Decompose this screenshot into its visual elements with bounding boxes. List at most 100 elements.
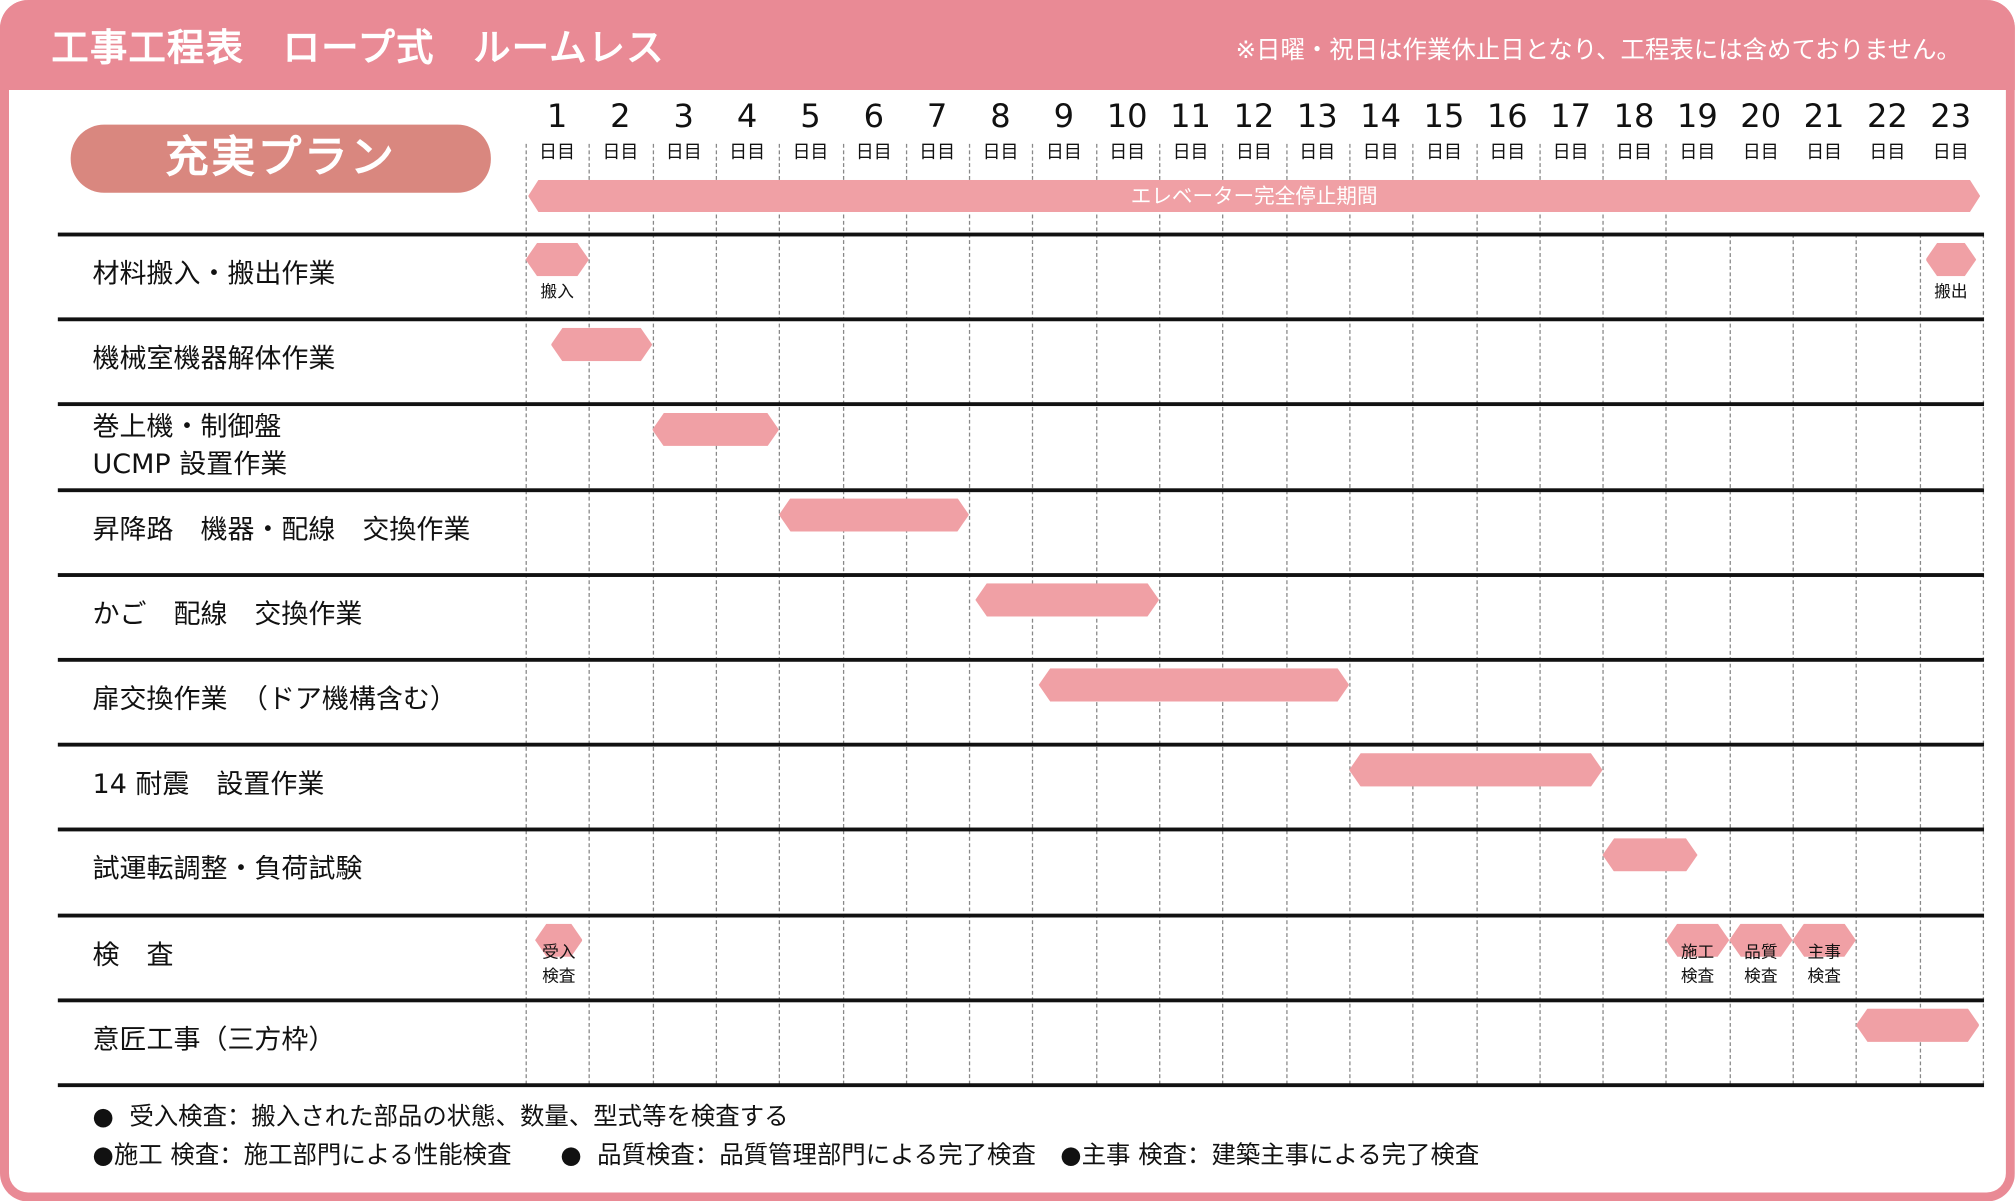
task-bar (551, 328, 652, 361)
task-bar-label: 主事 検査 (1807, 942, 1841, 987)
footnote-1: ● 受入検査：搬入された部品の状態、数量、型式等を検査する (92, 1102, 789, 1131)
day-unit: 日目 (1045, 142, 1082, 164)
day-number: 17 (1550, 97, 1592, 135)
task-bar (535, 923, 583, 956)
day-unit: 日目 (1806, 142, 1843, 164)
page-title: 工事工程表 ロープ式 ルームレス (51, 25, 665, 70)
day-number: 12 (1233, 97, 1275, 135)
row-divider (57, 828, 1985, 832)
column-divider (652, 143, 654, 1085)
day-unit: 日目 (1299, 142, 1336, 164)
task-label: 検 査 (92, 938, 174, 970)
day-number: 20 (1740, 97, 1782, 135)
day-unit: 日目 (1679, 142, 1716, 164)
plan-badge: 充実プラン (70, 124, 491, 193)
day-number: 15 (1423, 97, 1465, 135)
day-unit: 日目 (855, 142, 892, 164)
row-divider (57, 572, 1985, 577)
day-unit: 日目 (1742, 142, 1779, 164)
day-number: 22 (1866, 97, 1908, 135)
row-divider (57, 742, 1985, 747)
day-number: 19 (1676, 97, 1718, 135)
footnote-2: ●施工 検査：施工部門による性能検査 ● 品質検査：品質管理部門による完了検査 … (92, 1141, 1480, 1170)
column-divider (525, 143, 527, 1085)
task-label: 巻上機・制御盤 UCMP 設置作業 (92, 411, 288, 480)
row-divider (57, 1083, 1985, 1088)
task-bar (779, 498, 969, 531)
day-unit: 日目 (1235, 142, 1272, 164)
task-bar (1729, 923, 1792, 956)
task-bar (1666, 923, 1729, 956)
task-bar (1039, 668, 1349, 701)
task-bar-label: 受入 検査 (542, 942, 576, 987)
column-divider (1349, 143, 1351, 1085)
column-divider (1539, 143, 1541, 1085)
row-divider (57, 998, 1985, 1003)
day-number: 14 (1360, 97, 1402, 135)
header-band: 工事工程表 ロープ式 ルームレス ※日曜・祝日は作業休止日となり、工程表には含め… (0, 0, 2015, 90)
task-bar-label: 搬出 (1934, 282, 1968, 302)
column-divider (588, 143, 591, 1085)
day-unit: 日目 (1362, 142, 1399, 164)
day-unit: 日目 (982, 142, 1019, 164)
day-unit: 日目 (665, 142, 702, 164)
day-number: 11 (1170, 97, 1211, 135)
task-label: 14 耐震 設置作業 (92, 768, 325, 800)
column-divider (1412, 143, 1414, 1085)
day-number: 2 (610, 97, 631, 135)
day-number: 5 (800, 97, 821, 135)
row-divider (57, 402, 1985, 407)
task-label: 材料搬入・搬出作業 (92, 258, 336, 290)
task-bar (526, 243, 589, 276)
day-number: 23 (1930, 97, 1972, 135)
column-divider (905, 143, 907, 1085)
row-divider (57, 487, 1985, 492)
day-number: 18 (1613, 97, 1655, 135)
day-unit: 日目 (1869, 142, 1906, 164)
column-divider (1665, 143, 1668, 1085)
task-label: 意匠工事（三方枠） (92, 1023, 336, 1055)
row-divider (57, 232, 1985, 237)
day-number: 10 (1106, 97, 1148, 135)
task-bar (1793, 923, 1856, 956)
task-label: 昇降路 機器・配線 交換作業 (92, 513, 471, 545)
day-unit: 日目 (1489, 142, 1526, 164)
task-bar (1349, 753, 1602, 786)
row-divider (57, 657, 1985, 662)
day-unit: 日目 (919, 142, 956, 164)
day-unit: 日目 (1425, 142, 1462, 164)
task-bar (652, 413, 779, 446)
column-divider (969, 143, 971, 1085)
task-label: 試運転調整・負荷試験 (92, 853, 363, 885)
day-number: 1 (546, 97, 568, 135)
day-unit: 日目 (792, 142, 829, 164)
day-unit: 日目 (602, 142, 639, 164)
task-label: 機械室機器解体作業 (92, 343, 336, 375)
day-number: 3 (673, 97, 694, 135)
day-unit: 日目 (1172, 142, 1209, 164)
day-number: 4 (736, 97, 758, 135)
task-label: かご 配線 交換作業 (92, 598, 363, 630)
day-number: 16 (1486, 97, 1528, 135)
day-number: 8 (990, 97, 1011, 135)
column-divider (842, 143, 844, 1085)
row-divider (57, 913, 1985, 917)
column-divider (1285, 143, 1288, 1085)
task-label: 扉交換作業 （ドア機構含む） (92, 683, 457, 715)
day-unit: 日目 (729, 142, 766, 164)
column-divider (1602, 143, 1604, 1085)
day-number: 9 (1053, 97, 1075, 135)
day-unit: 日目 (1616, 142, 1652, 164)
row-divider (57, 317, 1985, 322)
task-bar-label: 品質 検査 (1744, 942, 1778, 987)
column-divider (1475, 143, 1478, 1085)
task-bar (1603, 838, 1698, 871)
day-number: 13 (1296, 97, 1338, 135)
task-bar-label: 搬入 (540, 282, 574, 302)
task-bar (1856, 1008, 1980, 1041)
column-divider (1159, 143, 1161, 1085)
column-divider (778, 143, 781, 1085)
task-bar-label: 施工 検査 (1680, 942, 1715, 987)
header-note: ※日曜・祝日は作業休止日となり、工程表には含めておりません。 (1235, 35, 1961, 65)
